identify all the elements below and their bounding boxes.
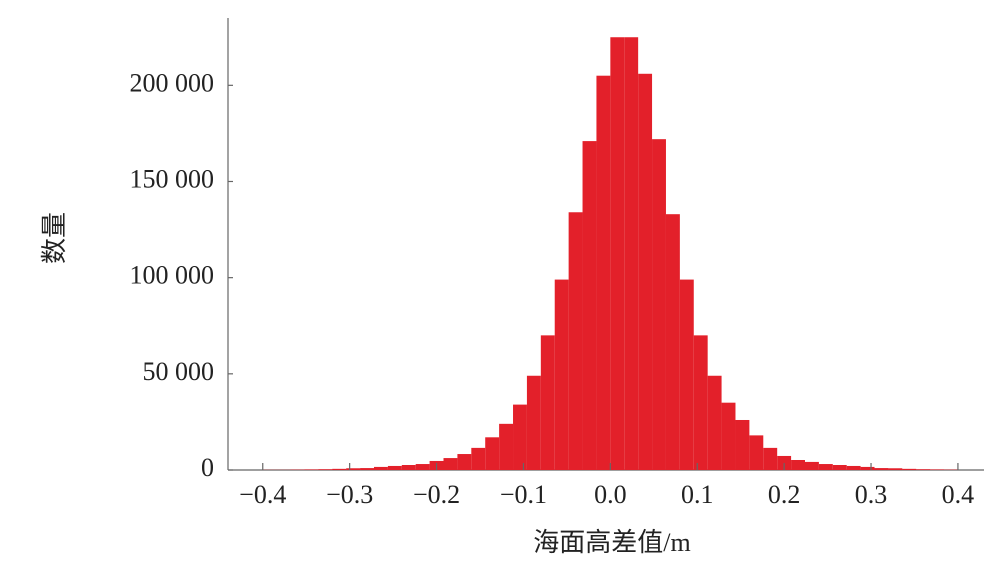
- y-tick-label: 0: [201, 453, 214, 482]
- bar: [401, 464, 416, 470]
- bar: [679, 279, 694, 470]
- bar: [568, 212, 583, 470]
- bar: [638, 73, 653, 471]
- bar: [930, 469, 945, 470]
- x-tick-label: 0.4: [942, 480, 975, 509]
- bar: [457, 454, 472, 470]
- bar: [916, 469, 931, 470]
- bar: [304, 469, 319, 470]
- bar: [804, 461, 819, 470]
- bar: [693, 335, 708, 470]
- x-axis-label: 海面高差值/m: [533, 528, 690, 557]
- bar: [791, 459, 805, 470]
- bar: [360, 468, 374, 470]
- bar: [652, 139, 666, 470]
- x-tick-label: 0.0: [594, 480, 627, 509]
- x-tick-label: 0.1: [681, 480, 714, 509]
- bar: [513, 404, 527, 470]
- bar: [763, 447, 778, 470]
- bar: [902, 468, 917, 470]
- bar: [387, 465, 402, 470]
- bar: [832, 464, 847, 470]
- bar: [582, 141, 597, 470]
- bar: [373, 466, 388, 470]
- bar: [846, 465, 861, 470]
- y-tick-label: 50 000: [143, 357, 215, 386]
- y-tick-label: 100 000: [130, 261, 215, 290]
- bar: [540, 335, 555, 470]
- bar: [874, 468, 889, 470]
- bar: [735, 419, 750, 470]
- bar: [777, 455, 792, 470]
- bar: [554, 279, 569, 470]
- bar: [499, 423, 514, 470]
- bar: [610, 37, 625, 471]
- bar: [707, 375, 722, 470]
- bar: [485, 437, 500, 470]
- bar: [332, 468, 347, 470]
- x-tick-label: −0.2: [413, 480, 460, 509]
- bar: [443, 458, 458, 470]
- y-tick-label: 150 000: [130, 164, 215, 193]
- x-tick-label: −0.1: [500, 480, 547, 509]
- x-tick-label: −0.3: [326, 480, 373, 509]
- bar: [818, 464, 833, 470]
- bar: [471, 447, 486, 470]
- bar: [596, 75, 611, 471]
- bar: [415, 464, 430, 470]
- x-tick-label: −0.4: [239, 480, 286, 509]
- bar: [526, 375, 541, 470]
- bar: [721, 402, 736, 470]
- bar: [318, 469, 333, 470]
- x-tick-label: 0.2: [768, 480, 801, 509]
- bar: [346, 468, 361, 470]
- bar: [624, 37, 639, 471]
- bar: [749, 435, 764, 470]
- bar: [665, 214, 680, 470]
- y-tick-label: 200 000: [130, 68, 215, 97]
- bar: [860, 466, 875, 470]
- bar: [888, 468, 903, 470]
- x-tick-label: 0.3: [855, 480, 888, 509]
- y-axis-label: 数量: [40, 212, 69, 264]
